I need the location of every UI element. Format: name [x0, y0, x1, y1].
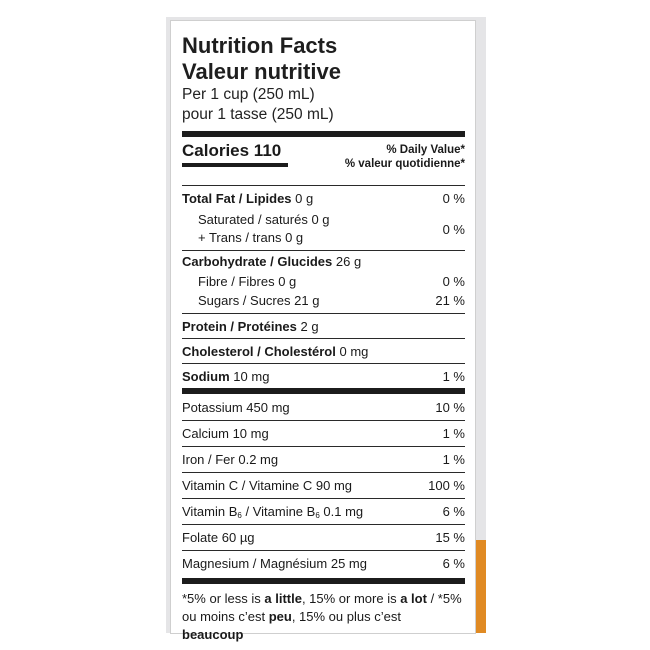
- trans-label: + Trans / trans: [198, 230, 282, 245]
- iron-label: Iron / Fer 0.2 mg: [182, 452, 279, 467]
- divider: [182, 363, 465, 364]
- iron-pct: 1 %: [442, 452, 465, 467]
- fibre-amount: 0 g: [278, 273, 297, 289]
- divider: [182, 185, 465, 186]
- sodium-row: Sodium 10 mg 1 %: [182, 364, 465, 388]
- fibre-label: Fibre / Fibres: [198, 273, 275, 289]
- fibre-row: Fibre / Fibres 0 g 0 %: [182, 272, 465, 290]
- sugars-pct: 21 %: [435, 292, 465, 308]
- divider: [182, 420, 465, 421]
- potassium-row: Potassium 450 mg 10 %: [182, 394, 465, 420]
- vitamin-c-row: Vitamin C / Vitamine C 90 mg 100 %: [182, 473, 465, 498]
- folate-pct: 15 %: [435, 530, 465, 545]
- daily-value-english: % Daily Value*: [386, 144, 465, 156]
- carbohydrate-amount: 26 g: [335, 254, 362, 269]
- calories-label: Calories 110: [182, 141, 282, 160]
- vitamin-b6-amount: 0.1 mg: [319, 503, 364, 519]
- vitamin-c-label: Vitamin C / Vitamine C 90 mg: [182, 478, 353, 493]
- divider: [182, 498, 465, 499]
- serving-size-french: pour 1 tasse (250 mL): [182, 106, 334, 123]
- footnote: *5% or less is a little, 15% or more is …: [182, 591, 462, 642]
- vitamin-b6-pct: 6 %: [442, 504, 465, 519]
- carbohydrate-row: Carbohydrate / Glucides 26 g: [182, 251, 465, 272]
- cholesterol-row: Cholesterol / Cholestérol 0 mg: [182, 339, 465, 363]
- divider-thick: [182, 131, 465, 137]
- divider: [182, 313, 465, 314]
- iron-row: Iron / Fer 0.2 mg 1 %: [182, 447, 465, 472]
- b6-subscript: 6: [315, 510, 320, 520]
- total-fat-pct: 0 %: [442, 190, 465, 206]
- divider: [182, 524, 465, 525]
- potassium-pct: 10 %: [435, 399, 465, 415]
- nutrition-facts-panel: Nutrition Facts Valeur nutritive Per 1 c…: [170, 20, 476, 642]
- calories-row: Calories 110 % Daily Value* % valeur quo…: [182, 141, 465, 185]
- magnesium-label: Magnesium / Magnésium 25 mg: [182, 556, 367, 571]
- total-fat-amount: 0 g: [295, 190, 314, 206]
- divider-thick: [182, 388, 465, 394]
- title-english: Nutrition Facts: [182, 33, 338, 58]
- sodium-amount: 10 mg: [233, 368, 270, 384]
- folate-label: Folate 60 µg: [182, 530, 255, 545]
- calories-underline: [182, 163, 288, 167]
- folate-row: Folate 60 µg 15 %: [182, 525, 465, 550]
- vitamin-b6-label-fr: / Vitamine B: [241, 503, 316, 519]
- saturated-trans-group: Saturated / saturés 0 g + Trans / trans …: [182, 210, 465, 248]
- vitamin-b6-row: Vitamin B6 / Vitamine B6 0.1 mg 6 %: [182, 499, 465, 524]
- cholesterol-amount: 0 mg: [339, 343, 369, 359]
- title-french: Valeur nutritive: [182, 59, 341, 84]
- carbohydrate-label: Carbohydrate / Glucides: [182, 254, 333, 269]
- nutrition-facts-content: Nutrition Facts Valeur nutritive Per 1 c…: [182, 33, 465, 644]
- divider: [182, 550, 465, 551]
- cholesterol-label: Cholesterol / Cholestérol: [182, 343, 336, 359]
- sodium-pct: 1 %: [442, 368, 465, 384]
- sugars-amount: 21 g: [294, 292, 320, 308]
- saturated-amount: 0 g: [311, 212, 330, 227]
- calcium-pct: 1 %: [442, 426, 465, 441]
- vitamin-b6-label-en: Vitamin B: [182, 503, 238, 519]
- sugars-row: Sugars / Sucres 21 g 21 %: [182, 290, 465, 313]
- divider: [182, 338, 465, 339]
- sodium-label: Sodium: [182, 368, 230, 384]
- saturated-label: Saturated / saturés: [198, 212, 308, 227]
- total-fat-label: Total Fat / Lipides: [182, 190, 292, 206]
- trans-amount: 0 g: [285, 230, 304, 245]
- daily-value-header: % Daily Value* % valeur quotidienne*: [345, 143, 465, 171]
- divider: [182, 250, 465, 251]
- fibre-pct: 0 %: [442, 273, 465, 289]
- calcium-label: Calcium 10 mg: [182, 426, 269, 441]
- potassium-label: Potassium 450 mg: [182, 399, 290, 415]
- sat-trans-pct: 0 %: [442, 221, 465, 237]
- calcium-row: Calcium 10 mg 1 %: [182, 421, 465, 446]
- daily-value-french: % valeur quotidienne*: [344, 158, 465, 170]
- b6-subscript: 6: [237, 510, 242, 520]
- divider-thick: [182, 578, 465, 584]
- protein-amount: 2 g: [300, 318, 319, 334]
- sugars-label: Sugars / Sucres: [198, 292, 291, 308]
- magnesium-row: Magnesium / Magnésium 25 mg 6 %: [182, 551, 465, 576]
- serving-size-english: Per 1 cup (250 mL): [182, 86, 315, 103]
- vitamin-c-pct: 100 %: [428, 478, 465, 493]
- divider: [182, 472, 465, 473]
- protein-label: Protein / Protéines: [182, 318, 297, 334]
- protein-row: Protein / Protéines 2 g: [182, 314, 465, 338]
- magnesium-pct: 6 %: [442, 556, 465, 571]
- divider: [182, 446, 465, 447]
- total-fat-row: Total Fat / Lipides 0 g 0 %: [182, 186, 465, 210]
